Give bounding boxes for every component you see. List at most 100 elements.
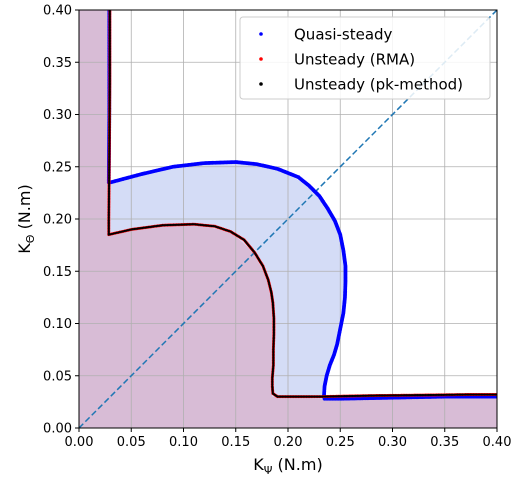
data-point: [315, 395, 318, 398]
data-point: [108, 88, 111, 91]
data-point: [272, 357, 275, 361]
data-point: [108, 82, 111, 85]
data-point: [492, 393, 495, 396]
data-point: [108, 24, 111, 27]
data-point: [107, 197, 111, 200]
y-tick-label: 0.20: [43, 213, 72, 228]
data-point: [348, 394, 351, 398]
data-point: [329, 395, 332, 398]
data-point: [183, 223, 186, 226]
data-point: [351, 394, 354, 398]
data-point: [378, 394, 381, 397]
legend-box: [239, 16, 491, 100]
data-point: [448, 393, 451, 396]
data-point: [272, 317, 275, 320]
data-point: [108, 123, 111, 126]
data-point: [272, 328, 275, 331]
data-point: [272, 343, 275, 347]
data-point: [272, 346, 275, 350]
data-point: [107, 208, 110, 211]
data-point: [108, 148, 111, 152]
data-point: [108, 112, 111, 115]
data-point: [435, 393, 438, 397]
data-point: [271, 381, 274, 384]
legend-marker: [259, 32, 263, 36]
data-point: [272, 325, 275, 328]
data-point: [108, 80, 111, 83]
data-point: [108, 20, 111, 23]
data-point: [108, 69, 111, 72]
data-point: [108, 13, 111, 16]
data-point: [311, 395, 315, 398]
data-point: [402, 394, 405, 397]
y-tick-label: 0.15: [43, 265, 72, 280]
data-point: [188, 223, 191, 226]
data-point: [108, 27, 111, 31]
data-point: [330, 395, 334, 398]
data-point: [276, 395, 279, 398]
data-point: [180, 223, 183, 226]
y-tick-label: 0.40: [43, 4, 72, 19]
data-point: [107, 216, 110, 219]
data-point: [365, 394, 368, 397]
data-point: [357, 394, 361, 397]
data-point: [108, 97, 111, 101]
data-point: [271, 372, 274, 375]
data-point: [432, 393, 435, 397]
data-point: [272, 342, 275, 345]
data-point: [108, 91, 111, 94]
data-point: [362, 394, 365, 397]
data-point: [108, 34, 111, 37]
data-point: [272, 354, 275, 357]
data-point: [271, 368, 275, 372]
y-tick-label: 0.35: [43, 56, 72, 71]
data-point: [108, 109, 111, 112]
data-point: [108, 93, 111, 96]
x-tick-label: 0.10: [169, 435, 198, 450]
data-point: [178, 223, 181, 226]
x-axis: 0.00 0.05 0.10 0.15 0.20 0.25 0.30 0.35 0.40: [65, 428, 511, 450]
data-point: [272, 362, 275, 365]
data-point: [271, 378, 274, 381]
data-point: [108, 15, 111, 18]
legend-label: Unsteady (pk-method): [294, 76, 463, 94]
data-point: [364, 394, 367, 397]
data-point: [108, 147, 111, 150]
data-point: [324, 395, 327, 398]
data-point: [107, 190, 111, 193]
data-point: [108, 55, 111, 58]
data-point: [272, 345, 275, 348]
data-point: [470, 393, 474, 396]
data-point: [272, 340, 275, 343]
data-point: [300, 395, 303, 398]
data-point: [469, 393, 472, 396]
data-point: [107, 219, 110, 222]
data-point: [108, 67, 111, 70]
data-point: [327, 395, 330, 398]
data-point: [406, 394, 410, 397]
data-point: [272, 359, 275, 362]
data-point: [108, 58, 111, 61]
data-point: [345, 395, 348, 398]
data-point: [108, 120, 111, 123]
data-point: [387, 394, 391, 397]
data-point: [108, 77, 111, 80]
data-point: [108, 110, 111, 113]
y-axis-label-main: K: [15, 243, 34, 254]
data-point: [272, 350, 275, 353]
data-point: [272, 315, 275, 318]
data-point: [370, 394, 373, 397]
x-tick-label: 0.15: [221, 435, 250, 450]
data-point: [427, 393, 430, 397]
data-point: [271, 376, 274, 379]
data-point: [349, 394, 353, 398]
data-point: [337, 395, 340, 398]
data-point: [107, 232, 110, 235]
data-point: [108, 62, 111, 66]
data-point: [108, 144, 111, 147]
y-tick-label: 0.30: [43, 108, 72, 123]
data-point: [272, 337, 275, 340]
data-point: [108, 176, 111, 179]
y-axis-label-unit: (N.m): [15, 184, 34, 234]
